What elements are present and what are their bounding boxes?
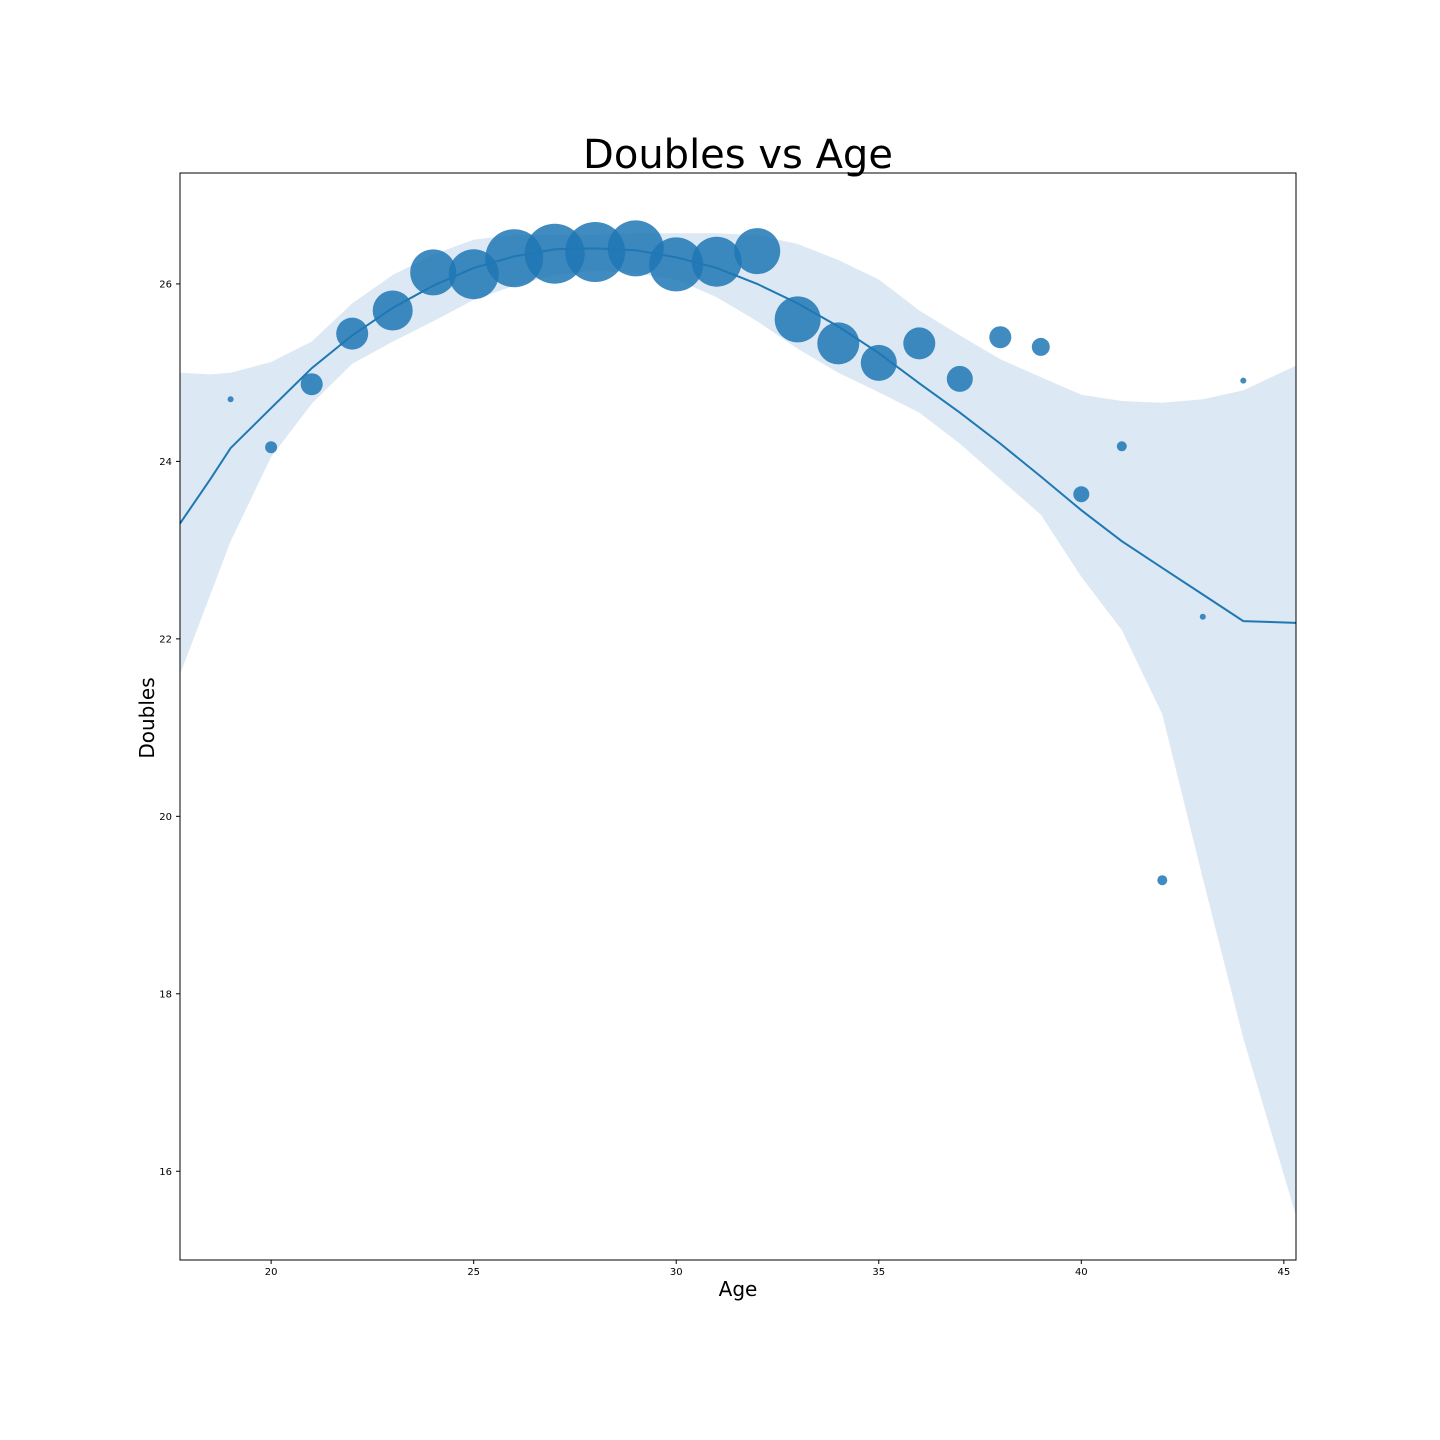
data-point-21 [300,373,323,396]
data-point-39 [1031,337,1050,356]
y-axis: 16 18 20 22 24 26 [159,279,180,1178]
data-point-35 [860,344,897,381]
data-point-32 [734,228,781,275]
data-point-44 [1240,377,1247,384]
y-tick-label: 26 [159,279,172,290]
regression-line [180,247,1296,624]
data-point-31 [691,236,742,287]
confidence-band [180,233,1296,1216]
x-axis-label: Age [719,1277,758,1301]
x-tick-label: 35 [872,1267,885,1278]
plot-frame [179,172,1297,1261]
x-tick-label: 20 [265,1267,278,1278]
data-point-43 [1199,613,1206,620]
x-axis: 20 25 30 35 40 45 [265,1260,1290,1278]
y-axis-label: Doubles [135,677,159,758]
x-tick-label: 30 [670,1267,683,1278]
y-tick-label: 16 [159,1167,172,1178]
plot-area [180,220,1296,1216]
data-point-38 [989,326,1012,349]
x-tick-label: 45 [1277,1267,1290,1278]
chart-title: Doubles vs Age [583,132,893,178]
x-tick-label: 40 [1075,1267,1088,1278]
data-point-20 [265,441,278,454]
y-tick-label: 24 [159,457,172,468]
data-point-24 [410,249,457,296]
y-tick-label: 20 [159,812,172,823]
data-point-42 [1157,875,1168,886]
y-tick-label: 18 [159,989,172,1000]
y-tick-label: 22 [159,634,172,645]
data-point-37 [946,365,973,392]
data-point-23 [372,290,413,331]
data-point-41 [1116,441,1127,452]
data-point-30 [649,237,704,292]
data-point-33 [774,296,821,343]
x-tick-label: 25 [467,1267,480,1278]
data-point-36 [903,327,936,360]
data-point-40 [1073,486,1090,503]
data-point-19 [227,396,234,403]
data-point-34 [817,322,860,365]
